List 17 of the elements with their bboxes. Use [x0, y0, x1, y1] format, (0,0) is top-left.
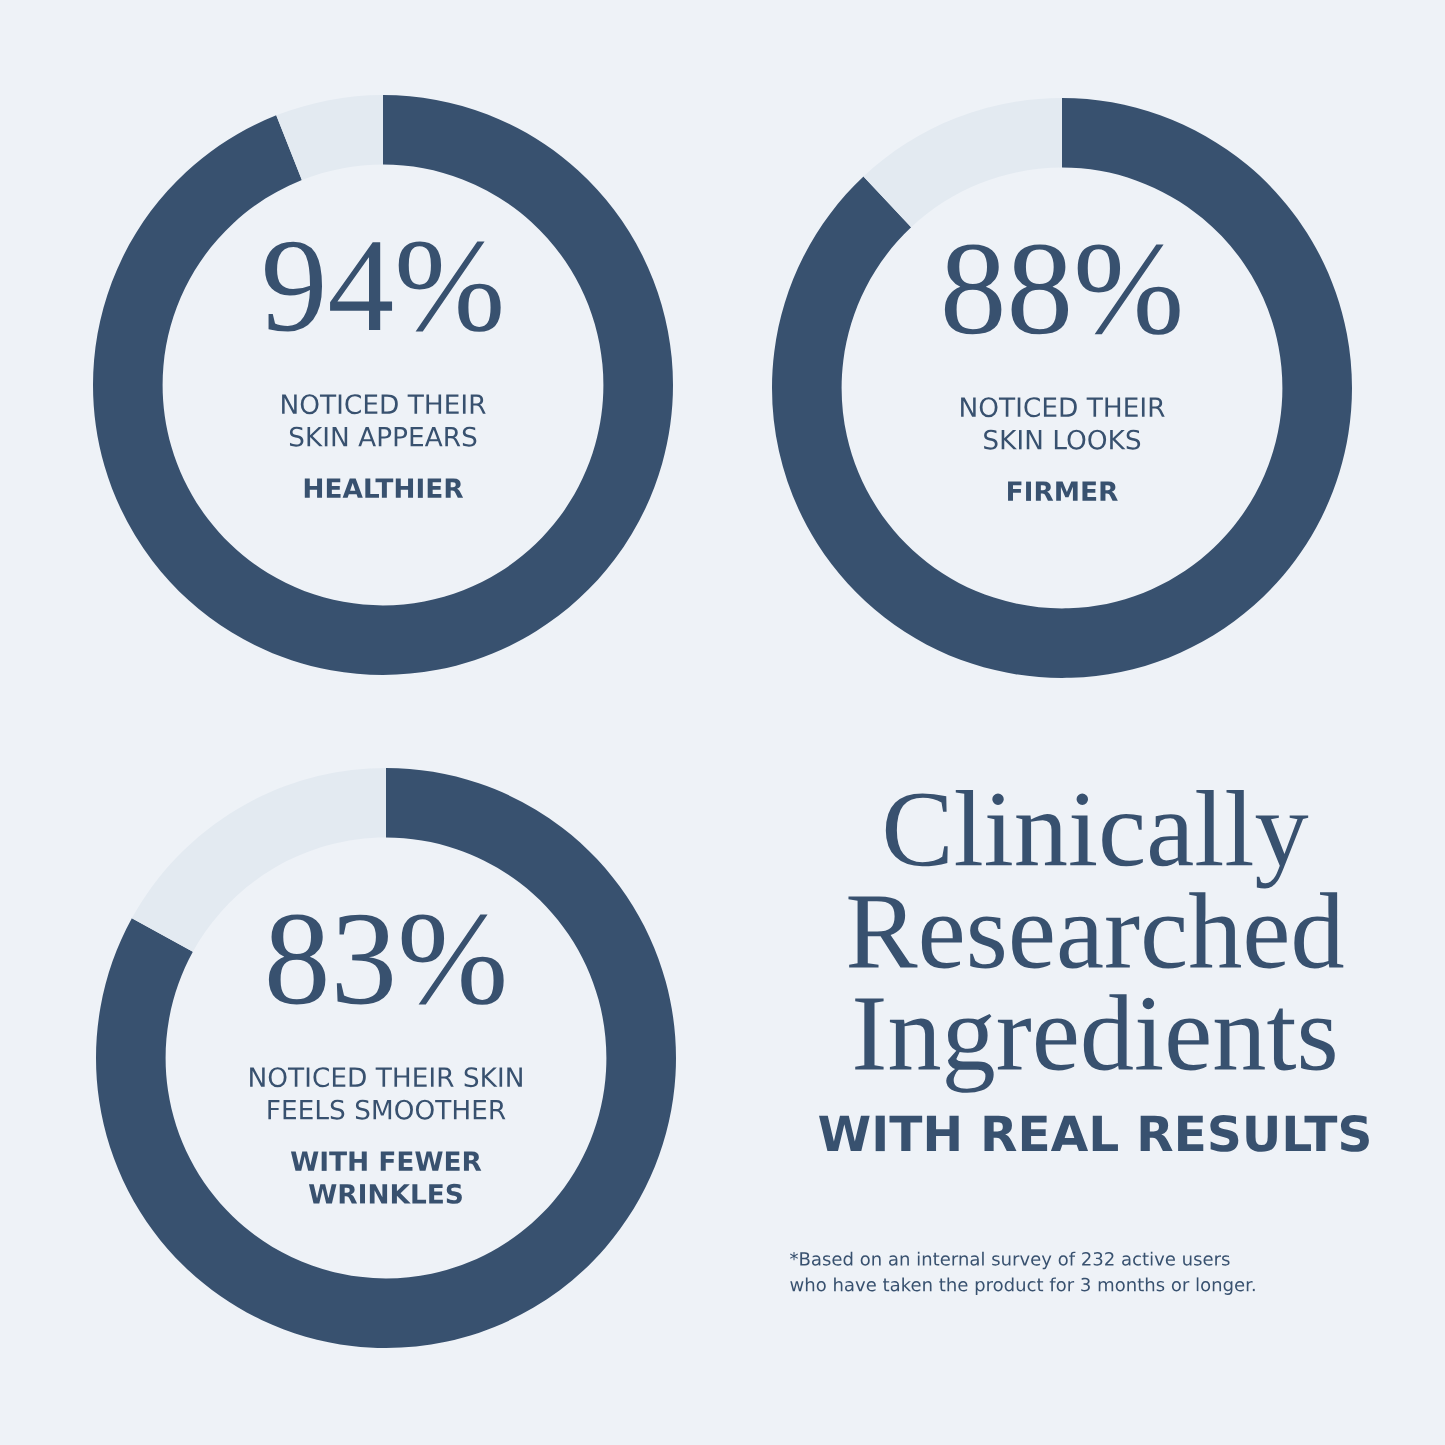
text: NOTICED THEIR SKIN LOOKS — [961, 397, 1165, 450]
text: FIRMER — [1008, 481, 1118, 501]
donut-slice — [96, 768, 676, 1348]
donut-slice — [276, 95, 383, 181]
text: NOTICED THEIR SKIN FEELS SMOOTHER — [250, 1067, 522, 1120]
text: *Based on an internal survey of 232 active users who have taken the product for 3 months or longer. — [790, 1251, 1255, 1295]
donut-slice — [93, 95, 673, 675]
text: HEALTHIER — [304, 478, 464, 498]
donut-slice — [772, 98, 1352, 678]
text: WITH REAL RESULTS — [819, 1115, 1369, 1152]
data-label: 94% — [265, 241, 501, 332]
text: WITH FEWER WRINKLES — [290, 1151, 482, 1204]
text: NOTICED THEIR SKIN APPEARS — [282, 394, 486, 447]
text: Clinically Researched Ingredients — [848, 790, 1344, 1093]
donut-slice — [863, 98, 1062, 228]
data-label: 88% — [944, 244, 1180, 335]
data-label: 83% — [268, 914, 504, 1005]
